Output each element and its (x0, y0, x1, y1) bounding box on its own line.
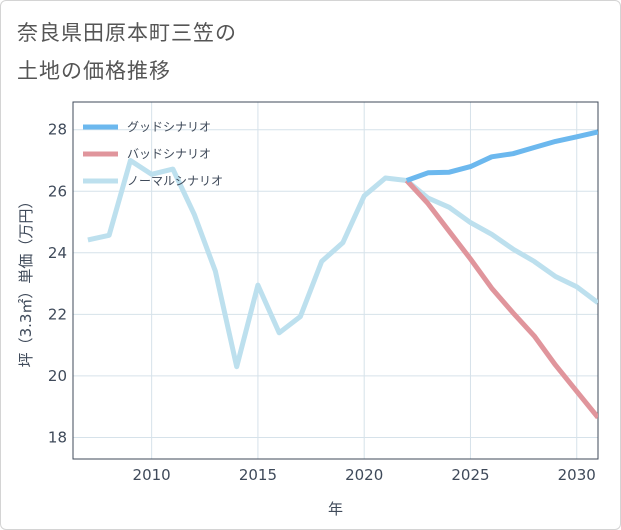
y-tick-label: 24 (48, 244, 67, 262)
series-line (87, 158, 598, 370)
y-tick-label: 20 (48, 367, 67, 385)
plot-frame (72, 101, 599, 460)
legend-label: ノーマルシナリオ (127, 174, 223, 188)
y-tick-label: 26 (48, 182, 67, 200)
series-layer (87, 129, 598, 420)
y-axis-title: 坪（3.3㎡）単価（万円） (17, 194, 35, 368)
x-tick-label: 2015 (239, 466, 277, 484)
y-tick-label: 18 (48, 428, 67, 446)
x-tick-label: 2030 (558, 466, 596, 484)
grid (73, 102, 598, 459)
x-axis-title: 年 (328, 500, 343, 518)
series-line (404, 178, 598, 420)
chart-title-line-2: 土地の価格推移 (17, 59, 171, 83)
y-tick-label: 28 (48, 121, 67, 139)
y-tick-label: 22 (48, 305, 67, 323)
series-line (405, 129, 598, 183)
x-tick-label: 2010 (133, 466, 171, 484)
chart-title-line-1: 奈良県田原本町三笠の (17, 21, 237, 45)
tick-labels: 2010 2015 2020 2025 2030 18 20 22 24 26 28 (48, 121, 596, 484)
legend-label: バッドシナリオ (127, 147, 211, 161)
x-tick-label: 2020 (345, 466, 383, 484)
x-tick-label: 2025 (451, 466, 489, 484)
legend-label: グッドシナリオ (127, 120, 211, 134)
